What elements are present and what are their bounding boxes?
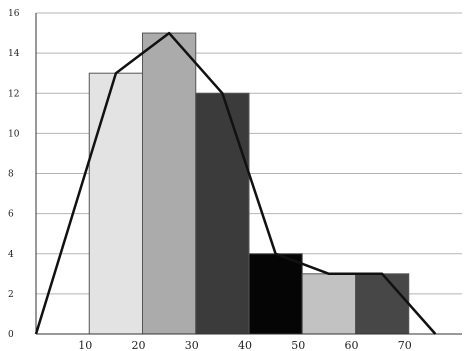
- y-tick-label-10: 10: [8, 129, 20, 139]
- x-tick-label-70: 70: [398, 339, 412, 351]
- y-tick-label-14: 14: [8, 49, 20, 59]
- bar-20-30: [142, 32, 197, 335]
- x-tick-label-30: 30: [185, 339, 199, 351]
- y-tick-label-12: 12: [8, 89, 19, 99]
- bar-50-60: [301, 273, 356, 335]
- y-tick-label-2: 2: [8, 290, 14, 300]
- x-tick-label-20: 20: [132, 339, 146, 351]
- y-tick-label-0: 0: [8, 330, 14, 340]
- y-tick-label-8: 8: [8, 170, 14, 180]
- y-tick-label-6: 6: [8, 210, 14, 220]
- frequency-polygon-line: [34, 31, 437, 335]
- x-tick-label-50: 50: [291, 339, 305, 351]
- bar-40-50: [248, 253, 303, 335]
- x-tick-label-10: 10: [78, 339, 92, 351]
- bar-30-40: [195, 92, 250, 335]
- y-tick-label-16: 16: [8, 9, 20, 19]
- x-tick-label-40: 40: [238, 339, 252, 351]
- x-tick-label-60: 60: [345, 339, 359, 351]
- bar-60-70: [355, 273, 410, 335]
- bar-10-20: [88, 72, 143, 335]
- y-tick-label-4: 4: [8, 250, 14, 260]
